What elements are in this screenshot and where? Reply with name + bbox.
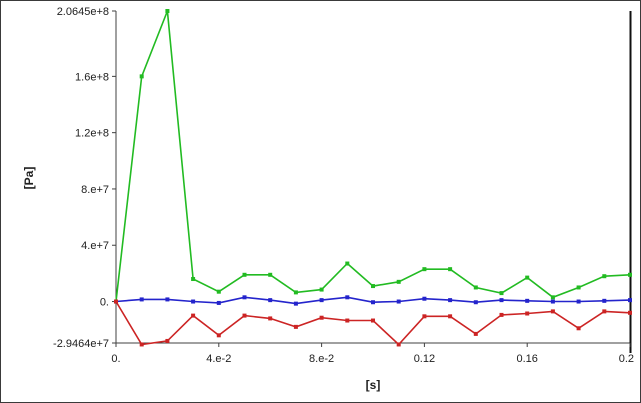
series-1-point [550, 295, 555, 300]
series-3-point [268, 316, 273, 321]
series-2-point [422, 296, 427, 301]
series-1-point [345, 261, 350, 266]
series-3-point [628, 310, 632, 315]
series-2-point [345, 295, 350, 300]
x-axis-title: [s] [366, 378, 381, 392]
series-1-point [293, 290, 298, 295]
series-2-point [319, 298, 324, 303]
series-1-point [191, 277, 196, 282]
series-2-point [628, 298, 632, 303]
series-3-point [242, 313, 247, 318]
y-tick-label: 1.2e+8 [75, 128, 109, 140]
axes-layer: 2.0645e+81.6e+81.2e+88.e+74.e+70.-2.9464… [53, 6, 634, 365]
series-3-point [550, 309, 555, 314]
series-2-point [550, 299, 555, 304]
series-3-point [114, 299, 118, 304]
series-1-point [165, 9, 170, 13]
series-2-point [396, 299, 401, 304]
x-tick-label: 0.2 [619, 353, 634, 365]
series-3-point [216, 333, 221, 338]
series-2-point [191, 299, 196, 304]
y-tick-label: 1.6e+8 [75, 71, 109, 83]
y-tick-label: -2.9464e+7 [53, 338, 109, 350]
series-line-1 [115, 10, 631, 302]
series-3-point [165, 338, 170, 343]
series-1-point [628, 272, 632, 277]
x-tick-label: 0.16 [516, 353, 537, 365]
series-1-point [319, 287, 324, 292]
y-tick-label: 0. [100, 297, 109, 309]
y-tick-label: 2.0645e+8 [57, 6, 109, 18]
series-3-point [473, 331, 478, 336]
series-2-point [499, 298, 504, 303]
x-tick-label: 8.e-2 [309, 353, 334, 365]
series-3-point [396, 342, 401, 347]
series-1-point [525, 275, 530, 280]
series-1-point [422, 267, 427, 272]
series-3-point [139, 342, 144, 347]
series-1-point [139, 74, 144, 79]
series-3-point [422, 314, 427, 319]
series-1-point [242, 272, 247, 277]
series-2-point [165, 297, 170, 302]
series-line-3 [115, 301, 631, 346]
series-2-point [216, 300, 221, 305]
series-2-point [371, 300, 375, 305]
x-tick-label: 4.e-2 [206, 353, 231, 365]
series-2-point [268, 298, 273, 303]
series-3-point [191, 313, 196, 318]
series-3-point [525, 311, 530, 316]
y-tick-label: 8.e+7 [81, 184, 109, 196]
series-2-point [525, 298, 530, 303]
series-1-point [371, 284, 375, 289]
series-2-point [242, 295, 247, 300]
series-3-point [293, 324, 298, 329]
series-1-point [576, 285, 581, 290]
series-3-point [319, 315, 324, 320]
labels-layer: [s] [Pa] [22, 167, 380, 392]
series-1-point [396, 279, 401, 284]
series-3-point [371, 318, 375, 323]
series-1-point [448, 267, 453, 272]
series-1-point [499, 291, 504, 296]
series-2-point [576, 299, 581, 304]
series-3-point [345, 318, 350, 323]
series-2-point [473, 300, 478, 305]
series-2-point [602, 298, 607, 303]
y-axis-title: [Pa] [22, 167, 36, 190]
series-1-point [473, 285, 478, 290]
series-1-point [216, 289, 221, 294]
series-3-point [448, 314, 453, 319]
y-tick-label: 4.e+7 [81, 240, 109, 252]
series-3-point [576, 326, 581, 331]
series-2-point [293, 301, 298, 306]
x-tick-label: 0.12 [414, 353, 435, 365]
series-3-point [602, 309, 607, 314]
series-1-point [602, 274, 607, 279]
series-2-point [448, 298, 453, 303]
x-tick-label: 0. [111, 353, 120, 365]
series-1-point [268, 272, 273, 277]
series-layer [114, 9, 632, 347]
series-2-point [139, 297, 144, 302]
series-3-point [499, 312, 504, 317]
